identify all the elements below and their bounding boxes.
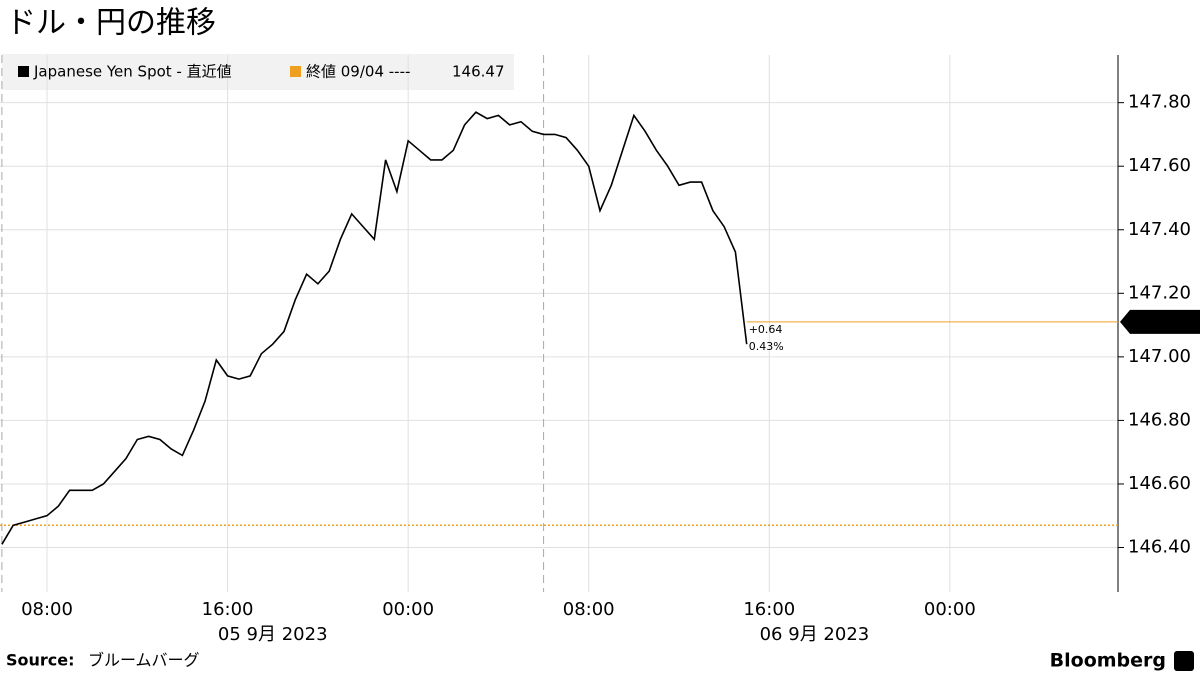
- legend-label: 終値 09/04 ----: [306, 63, 410, 81]
- date-label: 05 9月 2023: [218, 624, 328, 645]
- y-tick-label: 147.20: [1128, 282, 1191, 303]
- legend-swatch: [290, 66, 301, 77]
- x-tick-label: 16:00: [743, 599, 795, 620]
- brand-icon: [1174, 651, 1194, 671]
- y-tick-label: 147.00: [1128, 346, 1191, 367]
- y-tick-label: 147.40: [1128, 219, 1191, 240]
- change-label: +0.64: [749, 323, 783, 336]
- x-tick-label: 16:00: [202, 599, 254, 620]
- date-label: 06 9月 2023: [760, 624, 870, 645]
- price-line: [1, 111, 748, 545]
- y-tick-label: 146.80: [1128, 409, 1191, 430]
- legend-value: 146.47: [452, 63, 505, 81]
- chart-title: ドル・円の推移: [6, 6, 216, 41]
- x-tick-label: 00:00: [382, 599, 434, 620]
- legend-swatch: [18, 66, 29, 77]
- last-value-label: 147.11: [1131, 312, 1194, 333]
- last-value-box: [1120, 309, 1200, 334]
- y-tick-label: 147.60: [1128, 155, 1191, 176]
- source: ブルームバーグ: [88, 651, 200, 670]
- x-tick-label: 08:00: [563, 599, 615, 620]
- y-tick-label: 147.80: [1128, 92, 1191, 113]
- brand: Bloomberg: [1050, 650, 1166, 672]
- y-tick-label: 146.40: [1128, 537, 1191, 558]
- change-percent: 0.43%: [749, 340, 784, 353]
- legend-label: Japanese Yen Spot - 直近値: [33, 63, 232, 81]
- legend-box: [2, 54, 514, 90]
- y-tick-label: 146.60: [1128, 473, 1191, 494]
- x-tick-label: 00:00: [924, 599, 976, 620]
- x-tick-label: 08:00: [21, 599, 73, 620]
- source-label: Source:: [6, 651, 75, 670]
